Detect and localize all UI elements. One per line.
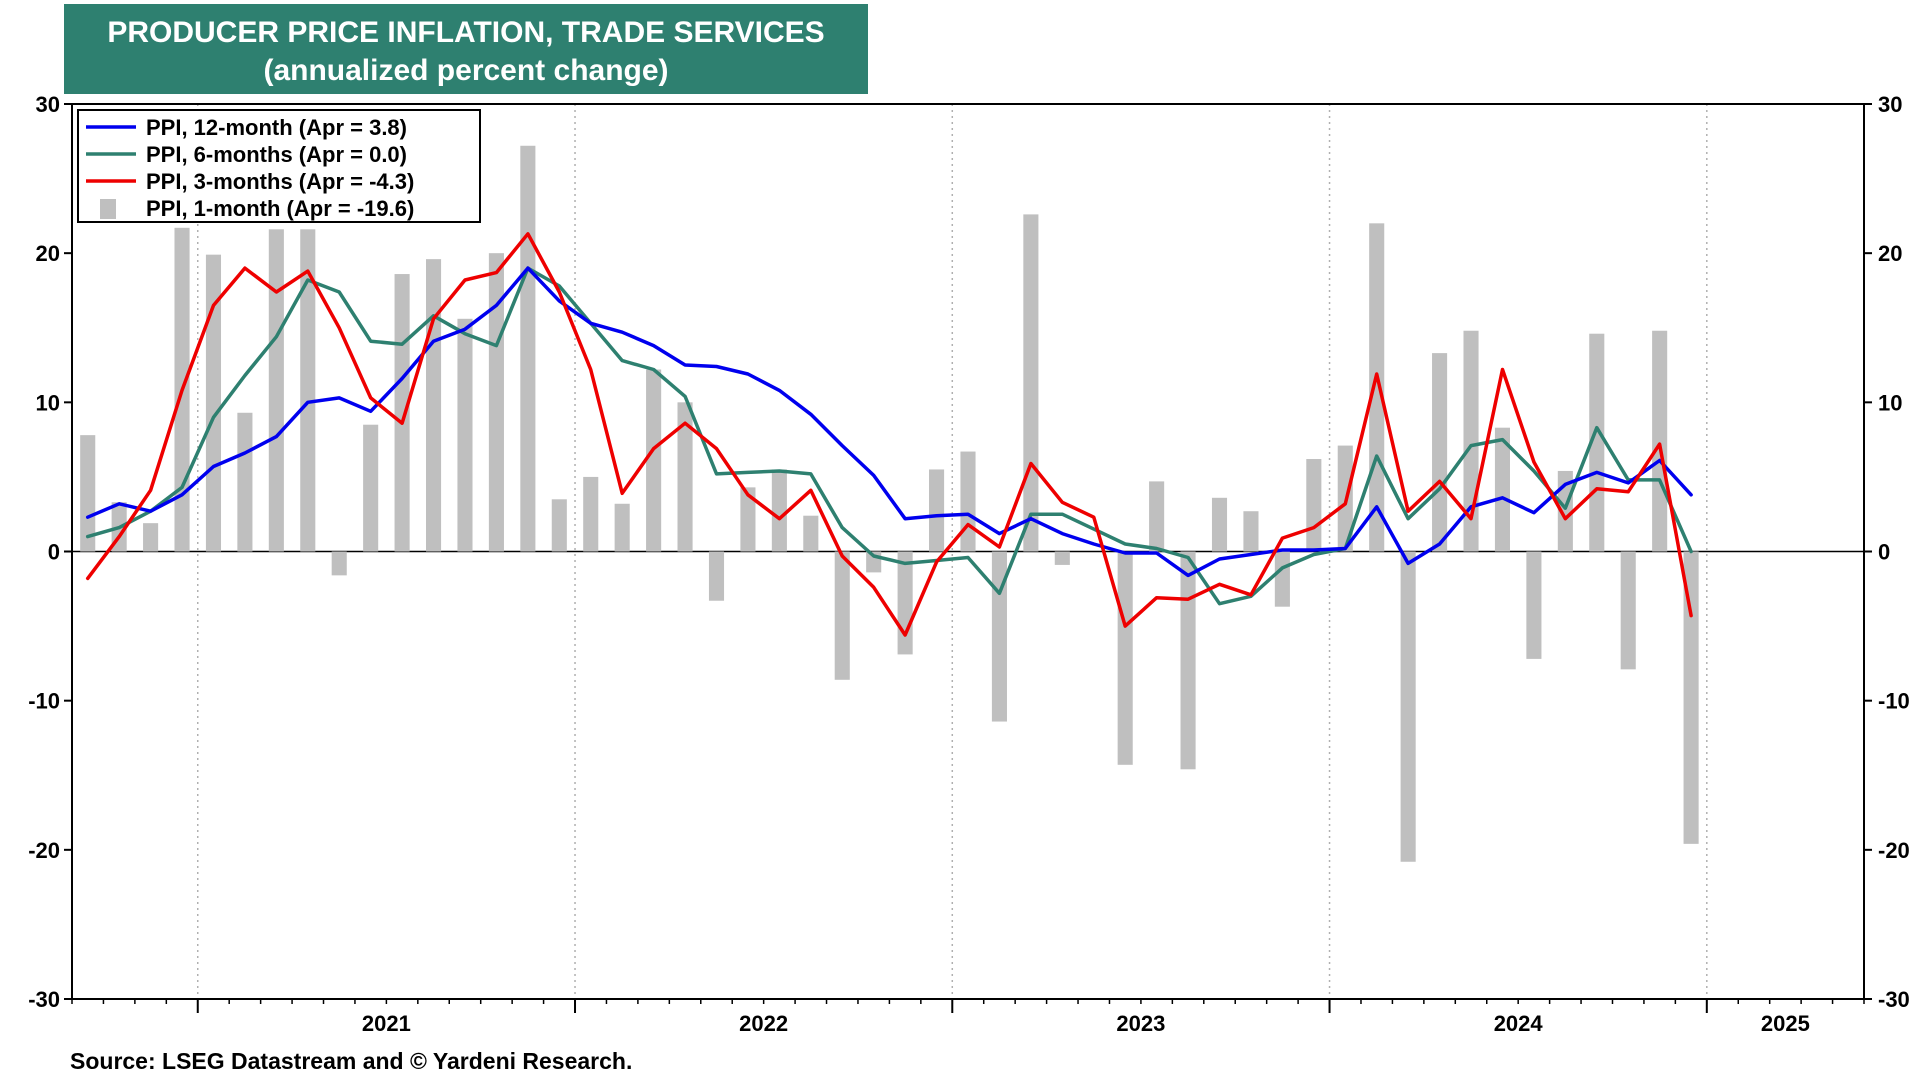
- bar-1month: [1620, 551, 1636, 670]
- bar-1month: [897, 551, 913, 655]
- bar-1month: [1432, 353, 1448, 552]
- legend-label: PPI, 6-months (Apr = 0.0): [146, 142, 407, 167]
- bar-1month: [583, 476, 599, 552]
- chart-subtitle: (annualized percent change): [263, 54, 669, 87]
- y-tick-label-left: 30: [36, 92, 60, 117]
- legend-label: PPI, 12-month (Apr = 3.8): [146, 115, 407, 140]
- bar-1month: [708, 551, 725, 601]
- source-note: Source: LSEG Datastream and © Yardeni Re…: [70, 1048, 633, 1074]
- y-tick-label-left: 0: [48, 540, 60, 565]
- axis-layer: 30 30 20 20 10 10 0 0 -10 -10 -20 -20 -30 -30 2021 2022…: [28, 92, 1910, 1036]
- x-year-label: 2025: [1761, 1011, 1810, 1036]
- bar-1month: [1400, 551, 1416, 862]
- bar-1month: [1683, 551, 1699, 844]
- bar-1month: [425, 259, 442, 552]
- legend-swatch-bar: [100, 199, 116, 219]
- bar-1month: [1023, 214, 1039, 552]
- bar-1month: [237, 412, 253, 552]
- bar-1month: [834, 551, 850, 680]
- bar-1month: [803, 515, 819, 552]
- bar-1month: [1494, 427, 1511, 552]
- y-tick-label-left: -10: [28, 689, 60, 714]
- bar-1month: [1369, 223, 1385, 552]
- y-tick-label-right: 30: [1878, 92, 1902, 117]
- legend-label: PPI, 1-month (Apr = -19.6): [146, 196, 414, 221]
- y-tick-label-left: 10: [36, 390, 60, 415]
- bar-1month: [551, 499, 567, 552]
- bar-1month: [929, 469, 945, 552]
- bar-1month: [991, 551, 1007, 722]
- y-tick-label-right: -30: [1878, 987, 1910, 1012]
- bar-1month: [457, 318, 473, 552]
- bar-1month: [1589, 333, 1605, 552]
- y-tick-label-right: 20: [1878, 241, 1902, 266]
- bar-1month: [1211, 497, 1228, 552]
- bars-layer: [80, 145, 1699, 862]
- bar-1month: [1149, 481, 1165, 552]
- bar-1month: [143, 523, 159, 552]
- legend-box: [77, 109, 481, 223]
- bar-1month: [740, 487, 756, 552]
- chart-title: PRODUCER PRICE INFLATION, TRADE SERVICES: [107, 16, 825, 49]
- legend-label: PPI, 3-months (Apr = -4.3): [146, 169, 414, 194]
- bar-1month: [771, 469, 787, 552]
- y-tick-label-right: 0: [1878, 540, 1890, 565]
- y-tick-label-left: -30: [28, 987, 60, 1012]
- bar-1month: [1274, 551, 1290, 607]
- bar-1month: [614, 503, 630, 552]
- bar-1month: [300, 229, 316, 552]
- bar-1month: [205, 254, 222, 552]
- series-line-2: [85, 232, 1693, 637]
- x-year-label: 2024: [1494, 1011, 1544, 1036]
- bar-1month: [1557, 470, 1573, 552]
- x-year-label: 2023: [1116, 1011, 1165, 1036]
- x-year-label: 2021: [362, 1011, 411, 1036]
- bar-1month: [80, 435, 96, 552]
- series-line-1: [85, 266, 1693, 606]
- bar-1month: [1117, 551, 1133, 765]
- bar-1month: [1652, 330, 1668, 552]
- y-tick-label-left: -20: [28, 838, 60, 863]
- lines-layer: [85, 232, 1693, 637]
- bar-1month: [520, 145, 536, 552]
- y-tick-label-right: -20: [1878, 838, 1910, 863]
- bar-1month: [646, 369, 662, 552]
- bar-1month: [268, 229, 284, 552]
- bar-1month: [331, 551, 347, 576]
- bar-1month: [1306, 459, 1322, 552]
- bar-1month: [394, 274, 410, 552]
- y-tick-label-right: -10: [1878, 689, 1910, 714]
- x-year-label: 2022: [739, 1011, 788, 1036]
- bar-1month: [960, 451, 976, 552]
- bar-1month: [1526, 551, 1542, 659]
- bar-1month: [1054, 551, 1070, 565]
- chart-title-box: PRODUCER PRICE INFLATION, TRADE SERVICES…: [64, 4, 868, 94]
- y-tick-label-left: 20: [36, 241, 60, 266]
- bar-1month: [677, 402, 693, 552]
- y-tick-label-right: 10: [1878, 390, 1902, 415]
- bar-1month: [488, 253, 504, 552]
- bar-1month: [1180, 551, 1196, 770]
- bar-1month: [363, 424, 379, 552]
- series-line-0: [85, 266, 1693, 578]
- legend: PPI, 12-month (Apr = 3.8)PPI, 6-months (…: [77, 109, 481, 223]
- bar-1month: [1243, 511, 1259, 552]
